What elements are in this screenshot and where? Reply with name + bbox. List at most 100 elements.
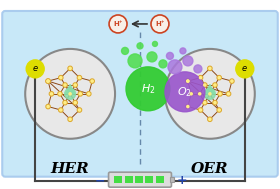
Circle shape bbox=[199, 77, 202, 79]
Circle shape bbox=[231, 80, 233, 82]
Circle shape bbox=[46, 105, 50, 109]
Circle shape bbox=[203, 83, 207, 87]
Circle shape bbox=[60, 77, 62, 79]
Circle shape bbox=[227, 93, 230, 95]
Circle shape bbox=[151, 15, 169, 33]
Text: H⁺: H⁺ bbox=[155, 21, 165, 27]
Bar bbox=[135, 176, 143, 183]
Circle shape bbox=[209, 67, 211, 69]
Bar bbox=[146, 176, 153, 183]
Circle shape bbox=[59, 93, 61, 95]
Circle shape bbox=[25, 49, 115, 139]
Circle shape bbox=[214, 84, 216, 86]
Circle shape bbox=[189, 92, 193, 96]
Polygon shape bbox=[66, 84, 74, 94]
Circle shape bbox=[187, 80, 189, 82]
Text: H⁺: H⁺ bbox=[113, 21, 123, 27]
Circle shape bbox=[168, 60, 182, 74]
Circle shape bbox=[217, 76, 221, 80]
Circle shape bbox=[204, 88, 215, 99]
Circle shape bbox=[79, 93, 81, 95]
Circle shape bbox=[59, 76, 63, 80]
Circle shape bbox=[165, 72, 205, 112]
Circle shape bbox=[77, 76, 81, 80]
Circle shape bbox=[209, 93, 211, 95]
Text: +: + bbox=[177, 174, 187, 187]
Circle shape bbox=[69, 67, 71, 69]
Polygon shape bbox=[206, 84, 214, 94]
Circle shape bbox=[69, 118, 71, 120]
Circle shape bbox=[186, 79, 190, 83]
Circle shape bbox=[199, 108, 203, 112]
Circle shape bbox=[128, 54, 142, 68]
Circle shape bbox=[68, 92, 72, 96]
Circle shape bbox=[91, 80, 93, 82]
Circle shape bbox=[68, 117, 72, 121]
Circle shape bbox=[213, 101, 217, 105]
Text: $e$: $e$ bbox=[32, 64, 39, 73]
Circle shape bbox=[60, 109, 62, 111]
Text: $e$: $e$ bbox=[241, 64, 248, 73]
FancyBboxPatch shape bbox=[2, 11, 278, 177]
Text: HER: HER bbox=[51, 162, 89, 176]
Circle shape bbox=[46, 79, 50, 83]
Circle shape bbox=[187, 80, 189, 82]
Circle shape bbox=[159, 60, 167, 68]
Circle shape bbox=[49, 92, 53, 96]
Circle shape bbox=[64, 84, 66, 86]
Circle shape bbox=[218, 109, 220, 111]
Text: $H_2$: $H_2$ bbox=[141, 82, 155, 96]
Circle shape bbox=[73, 83, 77, 87]
Circle shape bbox=[73, 101, 77, 105]
Circle shape bbox=[204, 84, 206, 86]
Circle shape bbox=[186, 79, 190, 83]
Circle shape bbox=[78, 77, 81, 79]
Circle shape bbox=[204, 102, 206, 104]
Circle shape bbox=[165, 49, 255, 139]
Circle shape bbox=[147, 52, 157, 62]
Circle shape bbox=[208, 117, 212, 121]
Circle shape bbox=[209, 118, 211, 120]
Circle shape bbox=[199, 76, 203, 80]
Circle shape bbox=[236, 60, 254, 78]
Circle shape bbox=[74, 102, 76, 104]
Circle shape bbox=[63, 83, 67, 87]
Circle shape bbox=[183, 56, 193, 66]
Bar bbox=[114, 176, 122, 183]
Bar bbox=[170, 177, 174, 182]
Circle shape bbox=[137, 43, 143, 49]
Circle shape bbox=[65, 88, 76, 99]
Circle shape bbox=[90, 79, 94, 83]
Circle shape bbox=[213, 83, 217, 87]
Circle shape bbox=[208, 92, 212, 96]
Circle shape bbox=[74, 84, 76, 86]
Circle shape bbox=[69, 93, 71, 95]
Circle shape bbox=[126, 67, 170, 111]
Circle shape bbox=[26, 60, 44, 78]
Circle shape bbox=[64, 102, 66, 104]
Circle shape bbox=[87, 92, 91, 96]
Bar bbox=[156, 176, 164, 183]
Circle shape bbox=[153, 41, 157, 46]
Circle shape bbox=[78, 92, 82, 96]
Circle shape bbox=[109, 15, 127, 33]
Text: OER: OER bbox=[191, 162, 229, 176]
Bar bbox=[125, 176, 132, 183]
Circle shape bbox=[199, 109, 202, 111]
Circle shape bbox=[180, 48, 186, 54]
Circle shape bbox=[68, 66, 72, 70]
Circle shape bbox=[63, 101, 67, 105]
Circle shape bbox=[78, 109, 81, 111]
Circle shape bbox=[77, 108, 81, 112]
Circle shape bbox=[219, 93, 221, 95]
Circle shape bbox=[203, 101, 207, 105]
Circle shape bbox=[47, 105, 49, 108]
Circle shape bbox=[190, 93, 192, 95]
Circle shape bbox=[218, 77, 220, 79]
Circle shape bbox=[122, 47, 129, 54]
Text: −: − bbox=[95, 174, 105, 187]
Circle shape bbox=[58, 92, 62, 96]
Circle shape bbox=[166, 52, 173, 59]
Circle shape bbox=[47, 80, 49, 82]
Circle shape bbox=[187, 105, 189, 108]
